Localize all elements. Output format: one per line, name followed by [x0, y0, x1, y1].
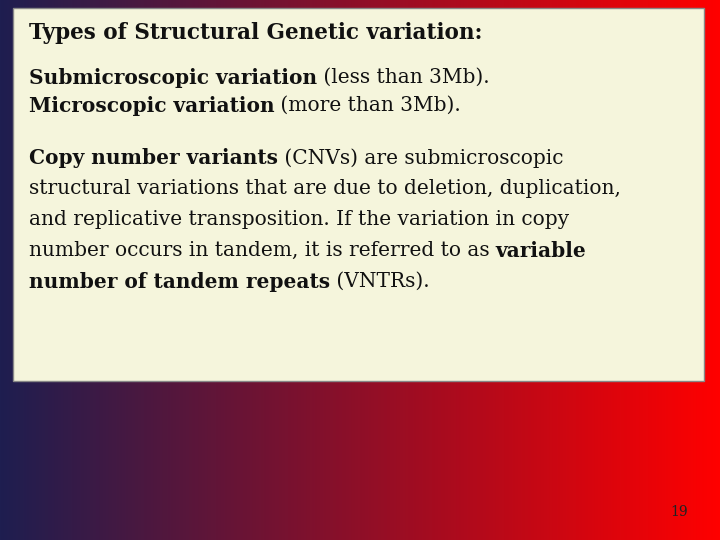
Text: Types of Structural Genetic variation:: Types of Structural Genetic variation: [29, 22, 482, 44]
Text: and replicative transposition. If the variation in copy: and replicative transposition. If the va… [29, 210, 569, 229]
Text: (more than 3Mb).: (more than 3Mb). [274, 96, 462, 115]
Text: Microscopic variation: Microscopic variation [29, 96, 274, 116]
Text: (CNVs) are submicroscopic: (CNVs) are submicroscopic [278, 148, 563, 167]
Text: Copy number variants: Copy number variants [29, 148, 278, 168]
Text: 19: 19 [670, 505, 688, 519]
Text: (less than 3Mb).: (less than 3Mb). [317, 68, 490, 87]
FancyBboxPatch shape [13, 8, 704, 381]
Text: variable: variable [496, 241, 587, 261]
Text: number of tandem repeats: number of tandem repeats [29, 272, 330, 292]
Text: number occurs in tandem, it is referred to as: number occurs in tandem, it is referred … [29, 241, 496, 260]
Text: (VNTRs).: (VNTRs). [330, 272, 430, 291]
Text: structural variations that are due to deletion, duplication,: structural variations that are due to de… [29, 179, 621, 198]
Text: Submicroscopic variation: Submicroscopic variation [29, 68, 317, 88]
